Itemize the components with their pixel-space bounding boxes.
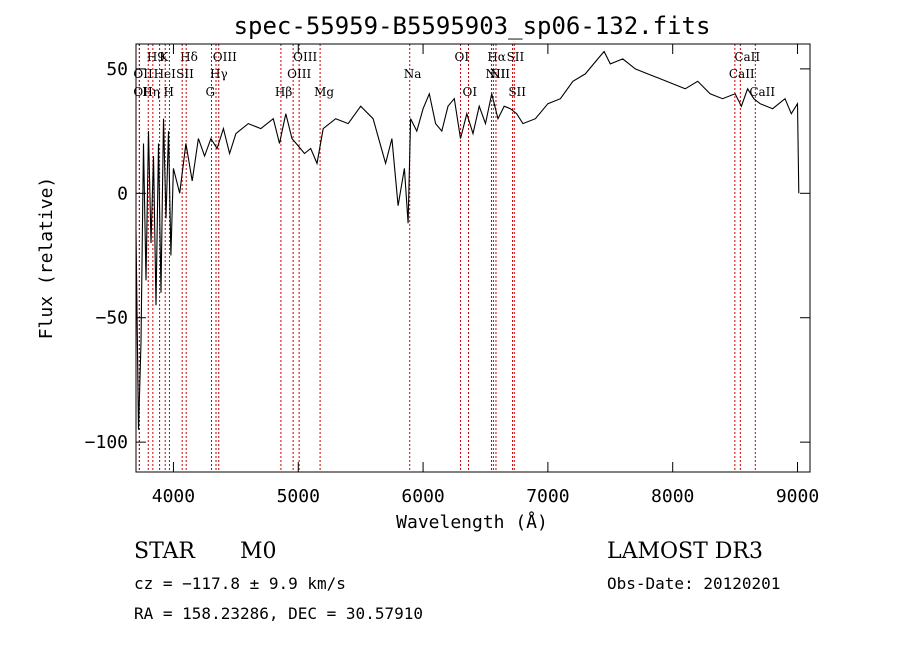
marker-label: HeI [154, 67, 177, 81]
marker-label: CaII [734, 50, 760, 64]
marker-label: OIII [287, 67, 311, 81]
redshift-value: cz = −117.8 ± 9.9 km/s [134, 574, 346, 593]
x-tick-label: 7000 [526, 486, 569, 507]
x-tick-label: 9000 [776, 486, 819, 507]
coordinates: RA = 158.23286, DEC = 30.57910 [134, 604, 423, 623]
x-tick-label: 8000 [651, 486, 694, 507]
marker-label: H9 [147, 50, 165, 64]
x-tick-label: 4000 [152, 486, 195, 507]
x-tick-label: 6000 [401, 486, 444, 507]
series-flux [135, 50, 800, 430]
marker-label: Hβ [275, 85, 292, 99]
y-tick-label: 50 [106, 59, 128, 80]
axis-ticks: 4000 5000 6000 7000 8000 9000 −100 −50 0 50 [85, 44, 819, 507]
x-axis-label: Wavelength (Å) [396, 511, 548, 533]
marker-label: SII [507, 50, 525, 64]
marker-label: CaII [749, 85, 775, 99]
marker-label: OI [455, 50, 470, 64]
marker-label: OIII [293, 50, 317, 64]
marker-label: OIII [213, 50, 237, 64]
marker-label: Hη [142, 85, 160, 99]
survey-name: LAMOST DR3 [607, 539, 763, 564]
y-tick-label: −50 [95, 308, 128, 329]
marker-label: Hγ [210, 67, 228, 81]
plot-frame [135, 43, 811, 473]
y-tick-label: 0 [117, 183, 128, 204]
marker-label: CaII [729, 67, 755, 81]
marker-label: Hδ [180, 50, 198, 64]
marker-label: G [206, 85, 216, 99]
marker-label: Hα [487, 50, 506, 64]
marker-label: NII [490, 67, 510, 81]
object-subclass: M0 [240, 539, 277, 564]
marker-label: K [159, 50, 169, 64]
y-tick-label: −100 [85, 432, 128, 453]
object-class: STAR [134, 539, 195, 564]
marker-label: SII [508, 85, 526, 99]
chart-title: spec-55959-B5595903_sp06-132.fits [234, 12, 711, 40]
observation-date: Obs-Date: 20120201 [607, 574, 781, 593]
plot-area [135, 50, 800, 430]
marker-label: OI [463, 85, 478, 99]
marker-label: Na [404, 67, 422, 81]
marker-label: H [163, 85, 173, 99]
marker-label: Mg [314, 85, 334, 99]
marker-label: SII [176, 67, 194, 81]
y-axis-label: Flux (relative) [36, 177, 57, 340]
x-tick-label: 5000 [277, 486, 320, 507]
